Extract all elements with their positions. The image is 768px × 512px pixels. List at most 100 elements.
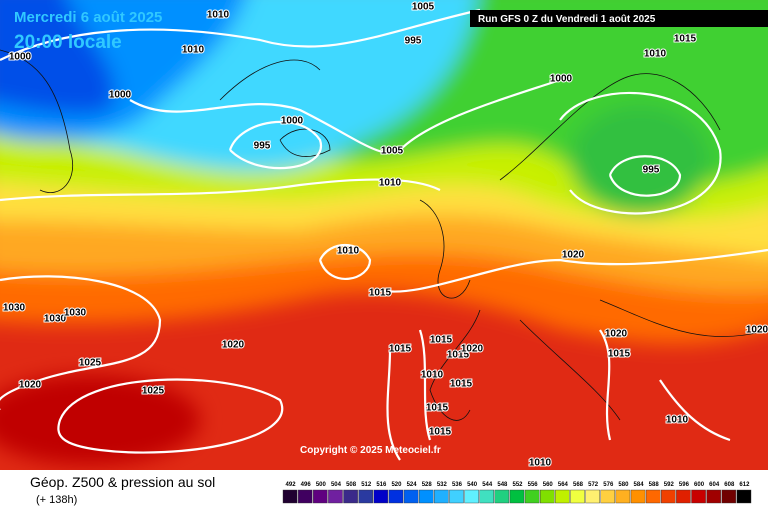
legend-value: 588	[649, 482, 660, 488]
isobar-label: 1020	[605, 329, 628, 340]
legend-swatch	[524, 489, 540, 504]
run-info: Run GFS 0 Z du Vendredi 1 août 2025	[478, 14, 656, 25]
legend-value: 540	[467, 482, 478, 488]
isobar-label: 1020	[19, 380, 42, 391]
isobar-label: 1005	[412, 2, 435, 13]
legend-value: 500	[316, 482, 327, 488]
isobar-label: 1015	[429, 427, 452, 438]
run-box	[470, 10, 768, 27]
legend-value: 608	[724, 482, 735, 488]
legend-value: 532	[437, 482, 448, 488]
legend-value: 524	[407, 482, 418, 488]
isobar-label: 1025	[79, 358, 102, 369]
legend-value: 596	[679, 482, 690, 488]
legend-swatch	[691, 489, 706, 504]
legend-value: 512	[361, 482, 372, 488]
isobar-label: 1015	[369, 288, 392, 299]
legend-value: 560	[543, 482, 554, 488]
legend-swatch	[418, 489, 434, 504]
legend-value: 580	[618, 482, 629, 488]
legend-swatch	[358, 489, 373, 504]
legend-swatch	[661, 489, 676, 504]
isobar-label: 1005	[381, 146, 404, 157]
legend-swatch	[388, 489, 404, 504]
isobar-label: 995	[643, 165, 660, 176]
isobar-label: 1010	[421, 370, 444, 381]
isobar-label: 1020	[562, 250, 585, 261]
isobar-label: 1000	[281, 116, 304, 127]
isobar-label: 1015	[447, 350, 470, 361]
isobar-label: 1010	[337, 246, 360, 257]
isobar-label: 1010	[182, 45, 205, 56]
isobars	[0, 8, 768, 461]
legend-value: 516	[376, 482, 387, 488]
legend-value: 612	[739, 482, 750, 488]
legend-value: 572	[588, 482, 599, 488]
legend-value: 508	[346, 482, 357, 488]
isobar-label: 1015	[674, 34, 697, 45]
isobar-label: 1020	[461, 344, 484, 355]
legend: 492 496 500 504 508 512 516 520 524 528 532 536 540 5…	[282, 482, 752, 504]
legend-value: 592	[664, 482, 675, 488]
isobar-label: 1030	[64, 308, 87, 319]
legend-value: 492	[286, 482, 297, 488]
legend-swatch	[736, 489, 752, 504]
legend-swatch	[630, 489, 646, 504]
legend-value: 548	[497, 482, 508, 488]
isobar-label: 1010	[529, 458, 552, 469]
isobar-label: 1010	[644, 49, 667, 60]
legend-swatch	[570, 489, 585, 504]
legend-value: 576	[603, 482, 614, 488]
legend-swatch	[449, 489, 464, 504]
legend-value: 504	[331, 482, 342, 488]
isobar-label: 1025	[142, 386, 165, 397]
legend-swatch	[464, 489, 479, 504]
legend-swatch	[403, 489, 419, 504]
isobar-label: 1020	[222, 340, 245, 351]
legend-value: 544	[482, 482, 493, 488]
legend-swatch	[434, 489, 449, 504]
legend-swatch	[343, 489, 358, 504]
legend-swatch	[555, 489, 570, 504]
isobar-label: 1010	[379, 178, 402, 189]
legend-value: 600	[694, 482, 705, 488]
legend-swatch	[373, 489, 389, 504]
legend-value: 604	[709, 482, 720, 488]
isobar-label: 1030	[44, 314, 67, 325]
isobar-label: 1015	[389, 344, 412, 355]
isobar-label: 1000	[9, 52, 32, 63]
isobar-label: 1030	[3, 303, 26, 314]
legend-swatch	[479, 489, 495, 504]
isobar-label: 1010	[666, 415, 689, 426]
legend-swatch	[539, 489, 555, 504]
legend-swatch	[721, 489, 737, 504]
legend-value: 520	[391, 482, 402, 488]
copyright: Copyright © 2025 Meteociel.fr	[300, 445, 441, 456]
legend-swatch	[645, 489, 661, 504]
isobar-label: 1020	[746, 325, 768, 336]
legend-swatch	[615, 489, 631, 504]
legend-value: 568	[573, 482, 584, 488]
forecast-time: 20:00 locale	[14, 32, 122, 53]
isobar-label: 995	[405, 36, 422, 47]
legend-value: 496	[301, 482, 312, 488]
legend-swatch	[706, 489, 721, 504]
isobar-label: 1010	[207, 10, 230, 21]
footer-title: Géop. Z500 & pression au sol	[30, 474, 215, 490]
isobar-label: 1000	[109, 90, 132, 101]
legend-swatch	[494, 489, 510, 504]
legend-swatch	[297, 489, 313, 504]
legend-swatch	[676, 489, 691, 504]
legend-swatch	[600, 489, 616, 504]
legend-value: 528	[422, 482, 433, 488]
legend-swatch	[509, 489, 525, 504]
isobar-label: 1015	[608, 349, 631, 360]
isobar-label: 1015	[430, 335, 453, 346]
legend-swatch	[282, 489, 298, 504]
legend-value: 552	[512, 482, 523, 488]
coastlines	[0, 49, 768, 421]
forecast-date: Mercredi 6 août 2025	[14, 9, 162, 26]
isobar-label: 1015	[426, 403, 449, 414]
